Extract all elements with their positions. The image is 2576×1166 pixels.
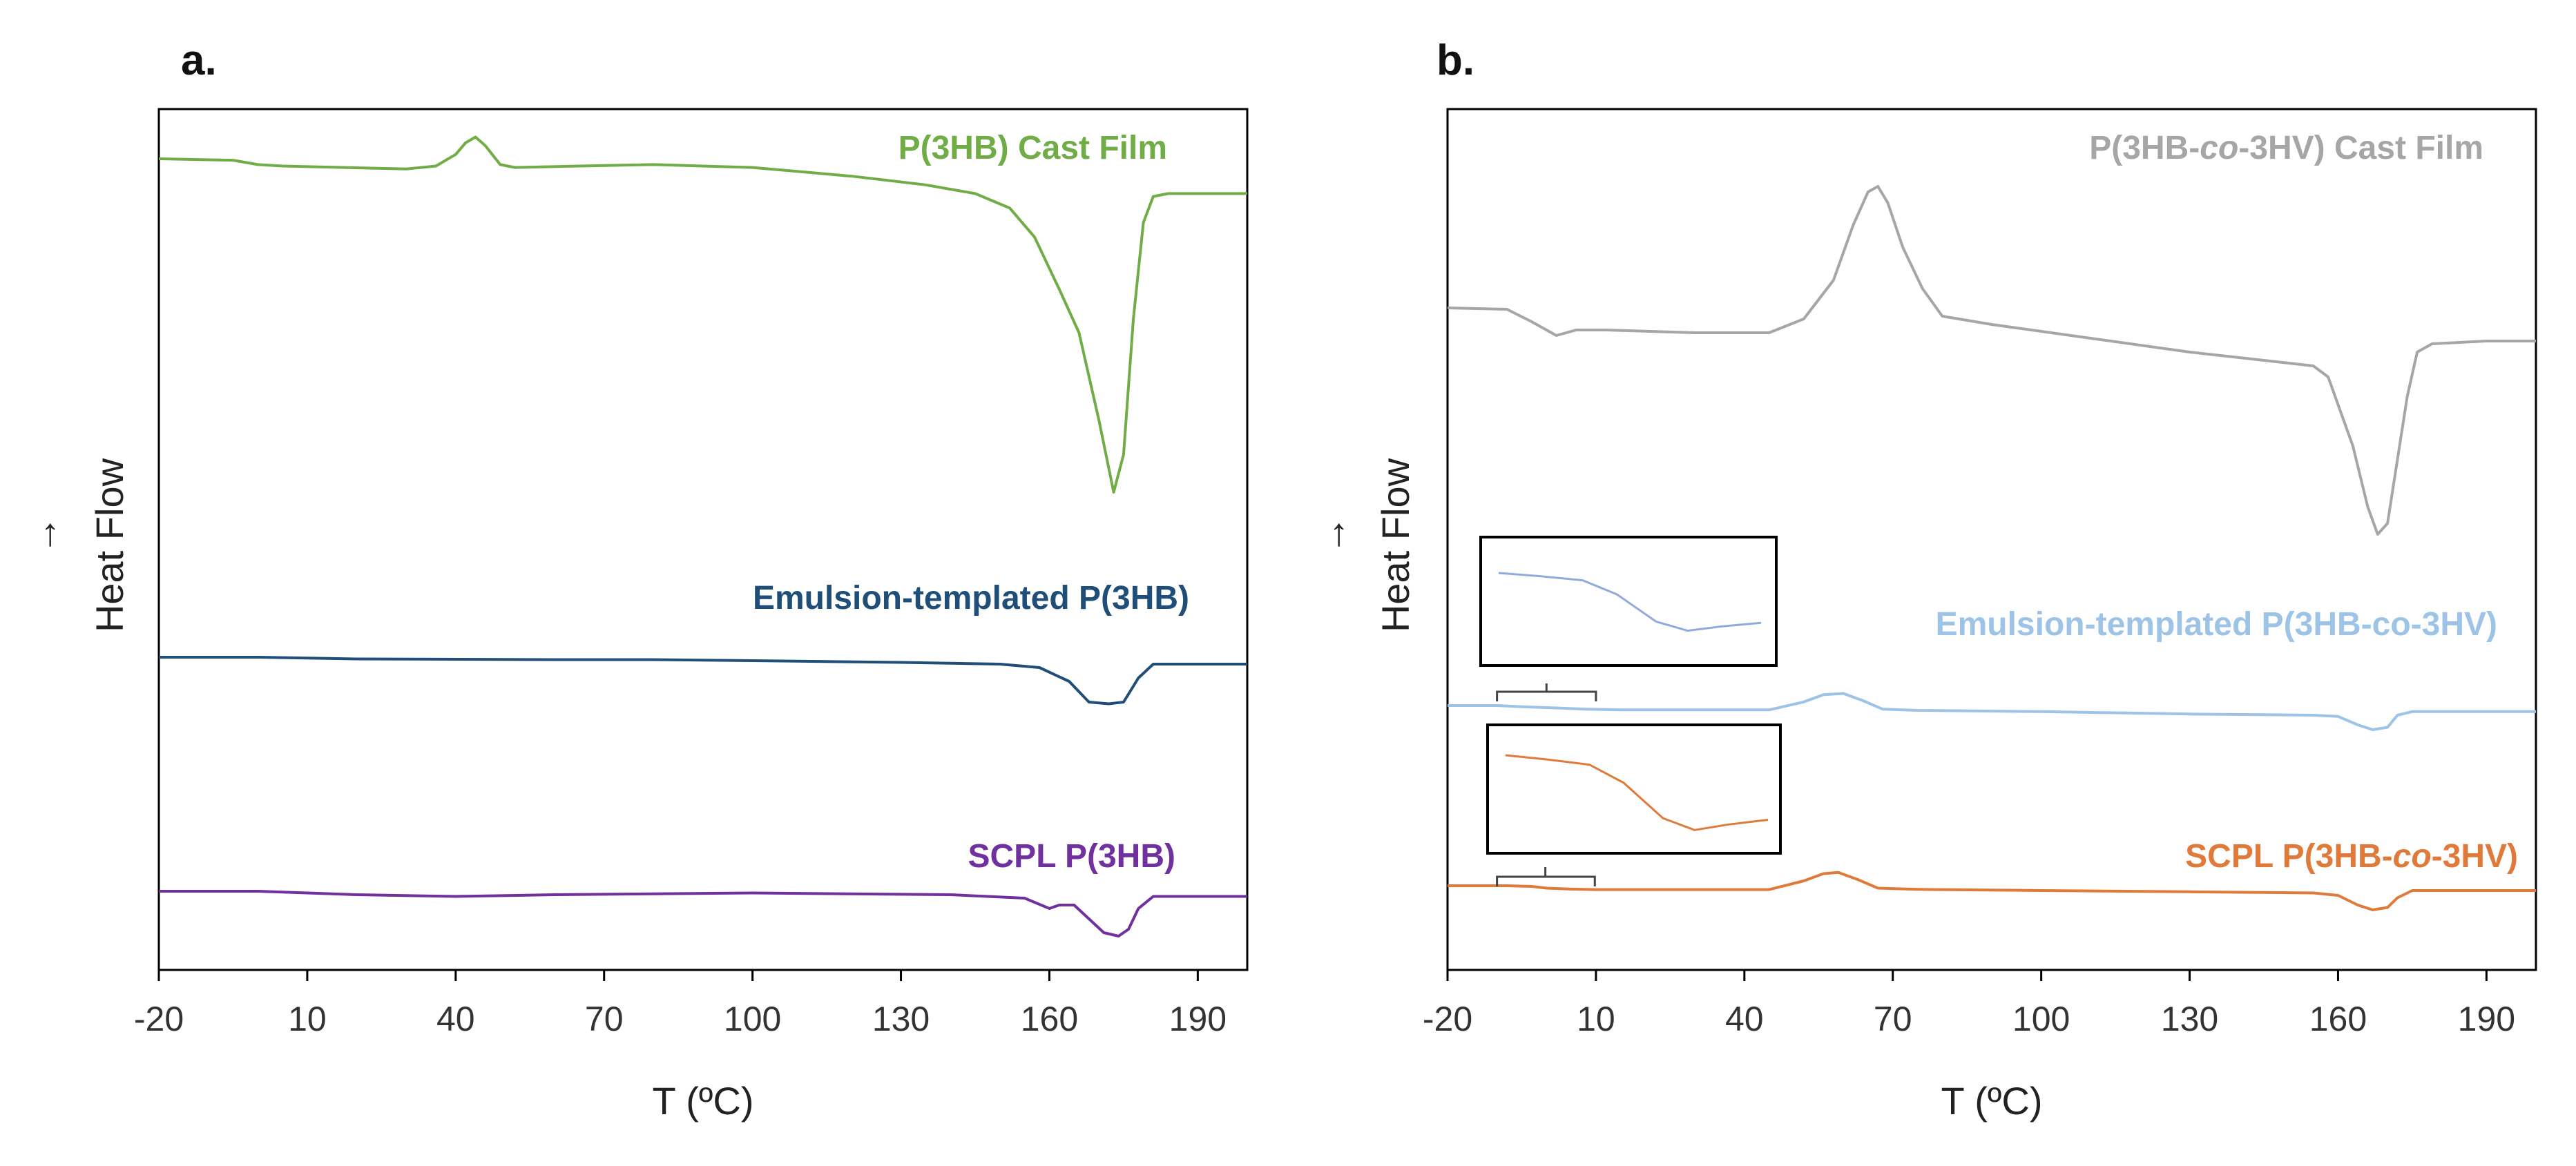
series-label-p3hb-cast-film: P(3HB) Cast Film (898, 130, 1167, 166)
y-axis-title-a: Heat Flow (88, 458, 131, 632)
x-tick-label: 190 (1169, 1000, 1227, 1038)
x-tick-label: 100 (724, 1000, 781, 1038)
series-group-a (158, 135, 1247, 937)
x-tick-label: 10 (288, 1000, 327, 1038)
x-axis-title-b: T (ºC) (1941, 1079, 2043, 1123)
x-tick-label: 40 (1725, 1000, 1764, 1038)
label-part: -3HV) Cast Film (2238, 130, 2483, 166)
panel-b-label: b. (1436, 37, 1474, 84)
x-axis-ticks-a (157, 970, 1199, 981)
series-label-emulsion-p3hb: Emulsion-templated P(3HB) (753, 580, 1189, 616)
x-tick-label: 70 (585, 1000, 624, 1038)
series-label-emulsion-p3hbco3hv: Emulsion-templated P(3HB-co-3HV) (1936, 606, 2497, 643)
x-tick-label: -20 (1423, 1000, 1472, 1038)
panel-a-chart: -20 10 40 70 100 130 160 190 T (ºC) Heat Flow →… (21, 108, 1249, 1123)
x-tick-label: -20 (134, 1000, 184, 1038)
label-part-italic: co (2393, 838, 2432, 875)
panel-b-chart: -20 10 40 70 100 130 160 190 T (ºC) Heat Flow →… (1310, 108, 2537, 1123)
series-line (1447, 185, 2536, 536)
series-label-scpl-p3hb: SCPL P(3HB) (968, 838, 1176, 875)
x-axis-ticks-b (1446, 970, 2488, 981)
x-tick-label: 40 (436, 1000, 475, 1038)
y-axis-arrow-b: → (1310, 516, 1354, 554)
x-tick-label: 70 (1874, 1000, 1912, 1038)
inset-box-scpl (1486, 723, 1782, 855)
x-tick-label: 160 (2309, 1000, 2367, 1038)
series-line (159, 656, 1247, 706)
plot-area-b (1446, 108, 2537, 971)
label-part: -3HV) (2432, 838, 2518, 875)
series-line (159, 890, 1247, 937)
series-line (158, 135, 1247, 494)
inset-scpl (1486, 723, 1782, 886)
inset-bracket-scpl (1496, 867, 1596, 886)
series-group-b (1447, 185, 2536, 911)
inset-bracket-emulsion (1496, 683, 1597, 701)
series-line (1448, 692, 2536, 731)
x-tick-label: 130 (2161, 1000, 2218, 1038)
label-part: SCPL P(3HB- (2185, 838, 2393, 875)
x-tick-label: 10 (1577, 1000, 1615, 1038)
x-tick-label: 190 (2458, 1000, 2515, 1038)
y-axis-arrow-icon-b: → (1310, 516, 1354, 554)
panel-a-label: a. (181, 37, 217, 84)
inset-curve-scpl (1505, 754, 1769, 831)
x-axis-tick-labels-b: -20 10 40 70 100 130 160 190 (1423, 1000, 2515, 1038)
x-axis-title-a: T (ºC) (653, 1079, 754, 1123)
label-part-italic: co (2200, 130, 2238, 166)
y-axis-arrow-icon-a: → (21, 516, 65, 554)
plot-area-a (157, 108, 1249, 971)
x-axis-tick-labels-a: -20 10 40 70 100 130 160 190 (134, 1000, 1227, 1038)
y-axis-arrow-a: → (21, 516, 65, 554)
y-axis-label-b: Heat Flow (1374, 458, 1417, 632)
inset-emulsion (1479, 536, 1778, 701)
series-label-scpl-p3hbco3hv: SCPL P(3HB-co-3HV) (2185, 838, 2518, 875)
y-axis-label-a: Heat Flow (88, 458, 131, 632)
series-label-p3hbco3hv-cast-film: P(3HB-co-3HV) Cast Film (2089, 130, 2483, 166)
series-line (1448, 871, 2536, 911)
y-axis-title-b: Heat Flow (1374, 458, 1417, 632)
x-tick-label: 100 (2012, 1000, 2070, 1038)
x-tick-label: 130 (872, 1000, 930, 1038)
x-tick-label: 160 (1021, 1000, 1078, 1038)
inset-curve-emulsion (1498, 572, 1762, 632)
label-part: P(3HB- (2089, 130, 2200, 166)
